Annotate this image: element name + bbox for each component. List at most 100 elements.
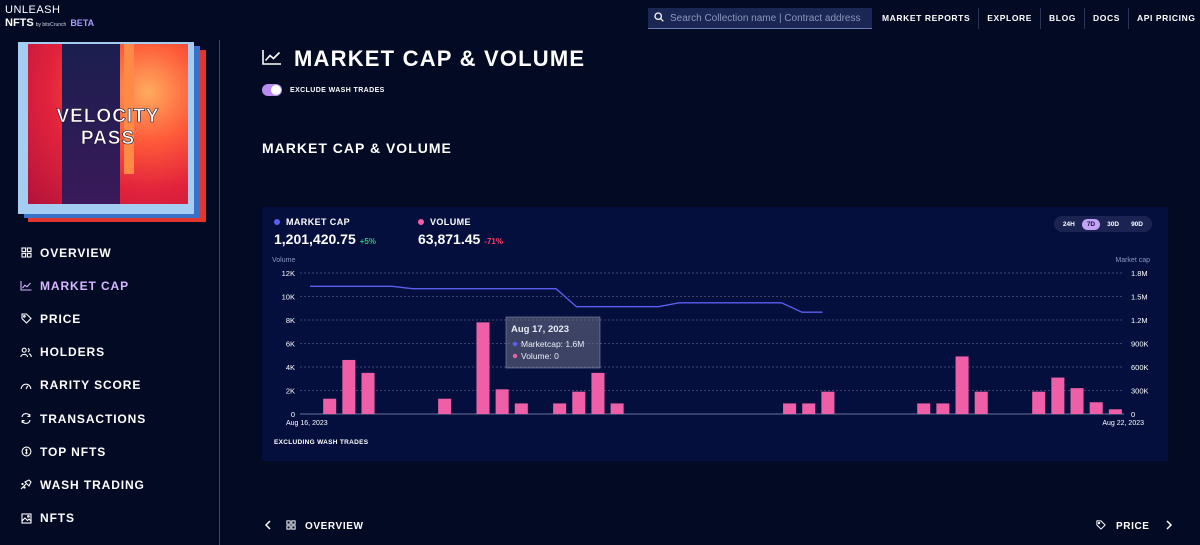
y-right-tick-label: 900K xyxy=(1131,340,1149,349)
volume-bar xyxy=(572,391,586,414)
search-box[interactable] xyxy=(648,8,872,29)
sidebar-item-label: TOP NFTS xyxy=(40,444,107,459)
x-axis-start-label: Aug 16, 2023 xyxy=(286,420,328,427)
section-title: MARKET CAP & VOLUME xyxy=(262,140,452,156)
next-page-link[interactable]: PRICE xyxy=(1096,520,1173,533)
volume-bar xyxy=(1089,402,1103,414)
volume-bar xyxy=(342,359,356,414)
volume-bar xyxy=(553,403,567,414)
volume-bar xyxy=(610,403,624,414)
sidebar-item-overview[interactable]: OVERVIEW xyxy=(18,236,146,269)
tooltip-date: Aug 17, 2023 xyxy=(511,324,569,335)
art-text-2: PASS xyxy=(80,128,136,150)
nav-blog[interactable]: BLOG xyxy=(1041,8,1086,29)
volume-bar xyxy=(955,356,969,414)
volume-bar xyxy=(802,403,816,414)
sidebar-item-nfts[interactable]: NFTS xyxy=(18,502,146,535)
volume-bar xyxy=(783,403,797,414)
gauge-icon xyxy=(18,380,34,391)
y-left-tick-label: 8K xyxy=(286,316,295,325)
market-cap-volume-chart: Volume Market cap 12K 1.8M 10K 1.5M 8K 1.2M 6K 90… xyxy=(272,257,1150,427)
y-left-tick-label: 6K xyxy=(286,340,295,349)
image-icon xyxy=(18,513,34,524)
sidebar-item-transactions[interactable]: TRANSACTIONS xyxy=(18,402,146,435)
range-option-90d[interactable]: 90D xyxy=(1131,220,1143,228)
y-right-tick-label: 1.2M xyxy=(1131,316,1148,325)
brand-line1: UNLEASH xyxy=(5,4,61,16)
art-stripe xyxy=(124,44,134,174)
sidebar-item-label: WASH TRADING xyxy=(40,477,145,492)
tooltip-marketcap-dot xyxy=(512,341,518,347)
market-cap-value: 1,201,420.75 xyxy=(274,231,356,247)
volume-bar xyxy=(438,398,452,414)
volume-bar xyxy=(1032,391,1046,414)
y-axis-left-title: Volume xyxy=(272,257,295,264)
sidebar-item-label: NFTS xyxy=(40,511,75,526)
excluding-wash-trades-note: EXCLUDING WASH TRADES xyxy=(274,439,369,446)
wash-icon xyxy=(18,479,34,490)
trend-chart-icon xyxy=(18,280,34,291)
volume-bar xyxy=(476,322,490,414)
nav-explore[interactable]: EXPLORE xyxy=(979,8,1042,29)
y-left-tick-label: 12K xyxy=(282,269,295,278)
brand-logo[interactable]: UNLEASH NFTS by bitsCrunch BETA xyxy=(5,5,94,31)
trend-chart-icon xyxy=(262,49,282,70)
y-axis-right-title: Market cap xyxy=(1115,257,1150,264)
brand-byline: by bitsCrunch xyxy=(35,22,67,28)
y-right-tick-label: 1.8M xyxy=(1131,269,1148,278)
range-option-24h[interactable]: 24H xyxy=(1062,220,1075,228)
users-icon xyxy=(18,347,34,358)
volume-label: VOLUME xyxy=(430,217,471,227)
sidebar: VELOCITY PASS OVERVIEW MARKET CAP PRICE … xyxy=(0,40,220,545)
prev-page-label: OVERVIEW xyxy=(305,521,364,532)
volume-bar xyxy=(1051,377,1065,414)
volume-bar xyxy=(1070,388,1084,414)
exclude-wash-trades-toggle[interactable] xyxy=(262,84,282,96)
x-axis-end-label: Aug 22, 2023 xyxy=(1102,420,1144,427)
y-left-tick-label: 4K xyxy=(286,363,295,372)
sidebar-item-holders[interactable]: HOLDERS xyxy=(18,336,146,369)
sidebar-item-rarity-score[interactable]: RARITY SCORE xyxy=(18,369,146,402)
beta-badge: BETA xyxy=(70,18,95,28)
nav-docs[interactable]: DOCS xyxy=(1085,8,1129,29)
sidebar-item-top-nfts[interactable]: TOP NFTS xyxy=(18,435,146,468)
cover-frame-light: VELOCITY PASS xyxy=(18,42,194,214)
sidebar-item-market-cap[interactable]: MARKET CAP xyxy=(18,269,146,302)
time-range-selector: 24H 7D 30D 90D xyxy=(1053,216,1152,232)
volume-bar xyxy=(974,391,988,414)
y-left-tick-label: 10K xyxy=(282,293,295,302)
y-right-tick-label: 1.5M xyxy=(1131,293,1148,302)
chevron-left-icon xyxy=(264,520,272,533)
nav-api-pricing[interactable]: API PRICING xyxy=(1129,8,1200,29)
search-input[interactable] xyxy=(670,12,866,24)
tag-icon xyxy=(1096,520,1106,533)
y-left-tick-label: 2K xyxy=(286,387,295,396)
coin-icon xyxy=(18,446,34,457)
sidebar-item-label: RARITY SCORE xyxy=(40,378,142,393)
page-header: MARKET CAP & VOLUME xyxy=(262,46,585,72)
volume-bar xyxy=(821,391,835,414)
sidebar-item-label: TRANSACTIONS xyxy=(40,411,147,426)
chevron-right-icon xyxy=(1165,520,1173,533)
sidebar-item-label: HOLDERS xyxy=(40,345,105,360)
y-right-tick-label: 0 xyxy=(1131,410,1135,419)
market-cap-label: MARKET CAP xyxy=(286,217,350,227)
sidebar-item-label: PRICE xyxy=(40,311,82,326)
search-icon xyxy=(654,9,664,27)
volume-bar xyxy=(495,389,509,414)
collection-art-text: VELOCITY PASS xyxy=(28,106,188,150)
exclude-wash-trades-row: EXCLUDE WASH TRADES xyxy=(262,84,385,96)
volume-bar xyxy=(591,372,605,414)
top-nav: MARKET REPORTS EXPLORE BLOG DOCS API PRI… xyxy=(874,8,1200,29)
sidebar-item-label: MARKET CAP xyxy=(40,278,129,293)
prev-page-link[interactable]: OVERVIEW xyxy=(264,520,364,533)
sidebar-item-price[interactable]: PRICE xyxy=(18,302,146,335)
range-option-30d[interactable]: 30D xyxy=(1107,220,1120,228)
grid-icon xyxy=(18,247,34,258)
volume-bar xyxy=(917,403,931,414)
volume-bar xyxy=(514,403,528,414)
range-option-7d[interactable]: 7D xyxy=(1081,218,1101,230)
sidebar-item-wash-trading[interactable]: WASH TRADING xyxy=(18,468,146,501)
volume-legend-dot xyxy=(418,219,424,225)
nav-market-reports[interactable]: MARKET REPORTS xyxy=(874,8,980,29)
